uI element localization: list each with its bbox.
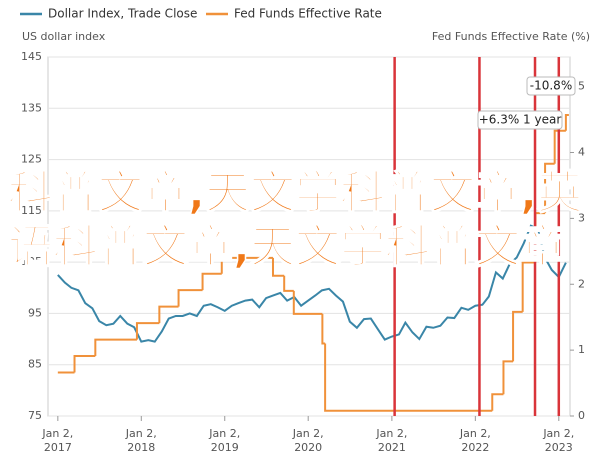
y-tick-label: 125	[21, 153, 42, 166]
x-tick-label-line: Jan 2,	[292, 427, 324, 440]
step-segment	[73, 355, 96, 373]
step-segment	[321, 313, 326, 345]
step-segment	[564, 113, 569, 131]
x-tick-label-line: 2018	[127, 441, 155, 454]
step-segment	[135, 322, 160, 340]
step-segment	[158, 305, 179, 324]
legend-label: Dollar Index, Trade Close	[48, 7, 197, 21]
x-tick-label: Jan 2, 2023	[542, 427, 574, 454]
annotation-text: -10.8%	[530, 79, 572, 93]
y-axis-title: US dollar index	[22, 30, 106, 43]
y2-tick-label: 4	[578, 146, 585, 159]
x-tick-label-line: 2019	[211, 441, 239, 454]
legend-label: Fed Funds Effective Rate	[234, 7, 382, 21]
x-tick-label-line: 2020	[294, 441, 322, 454]
y-tick-label: 115	[21, 204, 42, 217]
line	[57, 224, 567, 343]
x-tick-label-line: 2022	[461, 441, 489, 454]
step-segment	[324, 343, 493, 412]
x-tick-label: Jan 2, 2020	[292, 427, 324, 454]
y-tick-label: 145	[21, 50, 42, 63]
overlay-text: 科普文章,天文学科普文章,英语科普文章,天文学科普文章	[7, 165, 583, 274]
y2-tick-label: 3	[578, 211, 585, 224]
step-segment	[94, 338, 137, 357]
x-tick-label: Jan 2, 2017	[41, 427, 73, 454]
y-tick-label: 135	[21, 101, 42, 114]
x-tick-label-line: Jan 2,	[125, 427, 157, 440]
step-segment	[271, 257, 285, 277]
step-segment	[491, 393, 504, 411]
step-segment	[201, 272, 222, 291]
step-segment	[553, 129, 566, 164]
annotation-box	[526, 76, 576, 96]
y2-tick-label: 1	[578, 343, 585, 356]
x-tick-label: Jan 2, 2019	[208, 427, 240, 454]
y2-axis-title: Fed Funds Effective Rate (%)	[432, 30, 590, 43]
annotation-box	[477, 110, 563, 130]
y-tick-label: 95	[28, 306, 42, 319]
step-segment	[512, 310, 523, 362]
step-segment	[544, 162, 555, 214]
step-segment	[292, 290, 323, 315]
step-segment	[177, 289, 203, 307]
x-tick-label-line: 2021	[378, 441, 406, 454]
x-tick-label: Jan 2, 2021	[375, 427, 407, 454]
x-tick-label-line: Jan 2,	[375, 427, 407, 440]
y-tick-label: 75	[28, 409, 42, 422]
y-tick-label: 105	[21, 255, 42, 268]
y2-tick-label: 5	[578, 80, 585, 93]
annotation-text: +6.3% 1 year	[479, 113, 562, 127]
x-tick-label-line: 2017	[44, 441, 72, 454]
x-tick-label-line: Jan 2,	[208, 427, 240, 440]
step-segment	[283, 275, 294, 292]
x-tick-label-line: Jan 2,	[41, 427, 73, 440]
y-tick-label: 85	[28, 358, 42, 371]
x-tick-label-line: Jan 2,	[459, 427, 491, 440]
x-tick-label: Jan 2, 2018	[125, 427, 157, 454]
step-segment	[521, 261, 536, 312]
x-tick-label-line: Jan 2,	[542, 427, 574, 440]
x-tick-label-line: 2023	[545, 441, 573, 454]
step-segment	[220, 256, 273, 274]
step-segment	[502, 360, 514, 395]
x-tick-label: Jan 2, 2022	[459, 427, 491, 454]
y2-tick-label: 0	[578, 409, 585, 422]
y2-tick-label: 2	[578, 277, 585, 290]
